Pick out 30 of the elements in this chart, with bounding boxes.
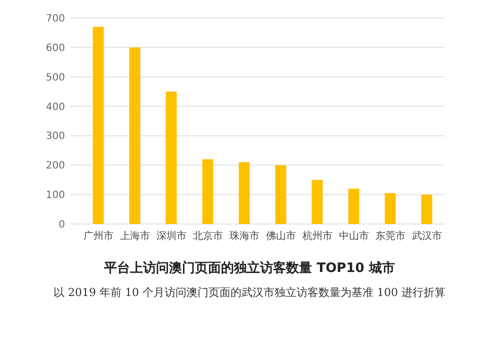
x-tick-label: 上海市 bbox=[120, 230, 150, 242]
bar bbox=[421, 194, 432, 224]
x-tick-label: 杭州市 bbox=[301, 230, 332, 242]
y-tick-label: 100 bbox=[46, 190, 65, 202]
y-tick-label: 400 bbox=[46, 102, 65, 113]
bar bbox=[275, 165, 286, 224]
x-tick-label: 北京市 bbox=[192, 230, 223, 242]
text: 平台上访问澳门页面的独立访客数量 TOP10 城市 bbox=[103, 260, 395, 276]
bar bbox=[92, 26, 104, 224]
y-tick-label: 700 bbox=[46, 14, 65, 24]
x-tick-label: 深圳市 bbox=[156, 230, 186, 242]
bar bbox=[166, 92, 177, 224]
y-tick-label: 0 bbox=[58, 220, 65, 230]
x-tick-label: 武汉市 bbox=[412, 230, 442, 242]
bar bbox=[312, 180, 323, 224]
y-tick-label: 500 bbox=[46, 72, 65, 84]
x-tick-label: 东莞市 bbox=[375, 230, 406, 242]
y-tick-label: 600 bbox=[46, 42, 65, 54]
bar bbox=[384, 193, 396, 224]
x-tick-label: 中山市 bbox=[338, 230, 369, 242]
y-tick-label: 200 bbox=[46, 160, 65, 172]
bar bbox=[202, 159, 214, 224]
bar bbox=[238, 162, 250, 224]
y-tick-label: 300 bbox=[46, 131, 65, 142]
x-tick-label: 广州市 bbox=[83, 230, 114, 242]
x-tick-label: 佛山市 bbox=[266, 230, 296, 242]
x-tick-label: 珠海市 bbox=[229, 230, 260, 242]
bar bbox=[129, 47, 140, 224]
text: 以 2019 年前 10 个月访问澳门页面的武汉市独立访客数量为基准 100 进行折算 bbox=[52, 285, 446, 300]
bar bbox=[348, 188, 360, 224]
